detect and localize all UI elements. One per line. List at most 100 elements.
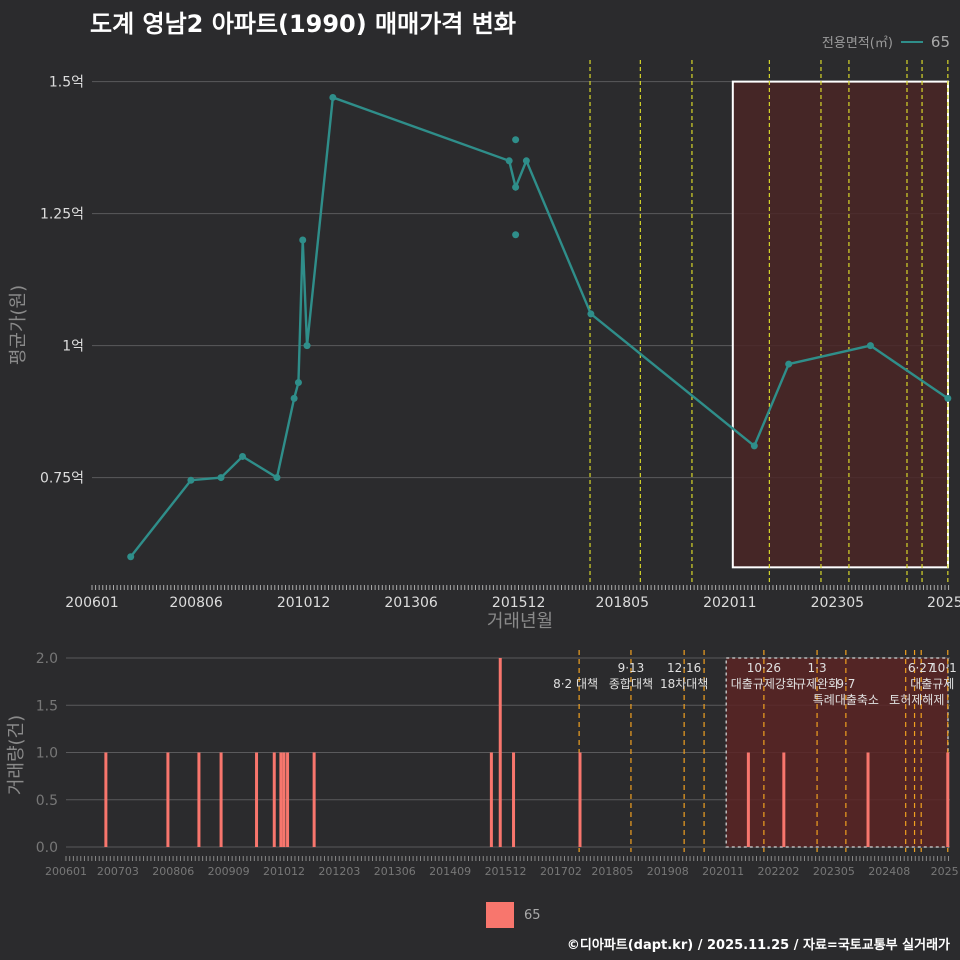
volume-bar <box>197 752 201 847</box>
price-point <box>273 474 281 482</box>
price-point <box>505 157 513 165</box>
bottom-xtick-label: 201409 <box>429 865 471 878</box>
bottom-xtick-label: 202305 <box>813 865 855 878</box>
top-y-axis-title: 평균가(원) <box>8 285 29 365</box>
price-point <box>299 236 307 244</box>
price-point <box>522 157 530 165</box>
price-point <box>329 93 337 101</box>
volume-bar <box>746 752 750 847</box>
policy-annotation: 6·27 <box>908 661 935 675</box>
price-point <box>294 379 302 387</box>
bottom-ytick-label: 0.0 <box>36 840 58 856</box>
price-point <box>587 310 595 318</box>
price-point <box>217 474 225 482</box>
bottom-ytick-label: 0.5 <box>36 793 58 809</box>
bottom-xtick-label: 201012 <box>263 865 305 878</box>
volume-bar <box>782 752 786 847</box>
volume-bar <box>104 752 108 847</box>
volume-bar <box>312 752 316 847</box>
legend-top: 전용면적(㎡) 65 <box>821 32 950 52</box>
policy-annotation: 9·7 <box>836 677 855 691</box>
policy-annotation: 10·1 <box>930 661 957 675</box>
top-ytick-label: 1.5억 <box>49 75 84 91</box>
chart-title: 도계 영남2 아파트(1990) 매매가격 변화 <box>90 10 516 38</box>
top-xtick-label: 202011 <box>703 595 756 611</box>
bottom-ytick-label: 1.0 <box>36 746 58 762</box>
top-xtick-label: 201805 <box>596 595 649 611</box>
volume-bar <box>489 752 493 847</box>
volume-bar <box>282 752 286 847</box>
legend-series-label: 65 <box>930 32 950 51</box>
price-point <box>239 452 247 460</box>
volume-bar <box>166 752 170 847</box>
bottom-xtick-label: 200909 <box>208 865 250 878</box>
policy-annotation: 대출규제강화 <box>731 677 797 691</box>
top-xtick-label: 200806 <box>169 595 223 611</box>
policy-annotation: 9·13 <box>618 661 645 675</box>
bottom-xtick-label: 200601 <box>45 865 87 878</box>
price-line <box>129 95 949 558</box>
footer-credit: ©디아파트(dapt.kr) / 2025.11.25 / 자료=국토교통부 실… <box>566 938 950 953</box>
top-xtick-label: 200601 <box>65 595 118 611</box>
top-ytick-label: 1억 <box>62 339 84 355</box>
bottom-xtick-label: 202408 <box>868 865 910 878</box>
bottom-xtick-label: 202011 <box>702 865 744 878</box>
top-xtick-label: 202305 <box>811 595 864 611</box>
bottom-ytick-label: 1.5 <box>36 698 58 714</box>
volume-bar <box>272 752 276 847</box>
policy-annotation: 대출규제 <box>910 677 954 691</box>
price-point <box>187 476 195 484</box>
legend-title: 전용면적(㎡) <box>821 36 893 51</box>
bottom-y-axis-title: 거래량(건) <box>6 715 27 795</box>
top-xtick-label: 201012 <box>277 595 330 611</box>
bottom-xtick-label: 2025 <box>931 865 959 878</box>
price-point <box>512 183 520 191</box>
bottom-xtick-label: 200806 <box>152 865 194 878</box>
bottom-highlight-box <box>725 657 949 848</box>
legend-bottom: 65 <box>486 902 541 928</box>
policy-annotation: 18차대책 <box>660 676 708 691</box>
volume-bar <box>219 752 223 847</box>
volume-bar <box>498 658 502 847</box>
policy-annotation: 8·2 대책 <box>553 676 598 691</box>
policy-annotation: 종합대책 <box>609 676 653 691</box>
top-highlight-box <box>731 80 949 569</box>
policy-annotation: 1·3 <box>808 661 827 675</box>
top-xtick-label: 2025 <box>927 595 960 611</box>
price-point-extra <box>512 231 520 239</box>
top-ytick-label: 0.75억 <box>40 471 84 487</box>
bottom-xtick-label: 201306 <box>374 865 416 878</box>
bottom-xtick-label: 201702 <box>540 865 582 878</box>
bottom-xtick-label: 201203 <box>318 865 360 878</box>
price-point <box>303 342 311 350</box>
bottom-xtick-label: 201512 <box>485 865 527 878</box>
top-xtick-label: 201306 <box>384 595 438 611</box>
policy-annotation: 특례대출축소 <box>813 693 879 707</box>
top-ytick-label: 1.25억 <box>40 207 84 223</box>
volume-bar <box>512 752 516 847</box>
policy-annotation: 12·16 <box>667 661 701 675</box>
bottom-xtick-label: 201908 <box>647 865 689 878</box>
policy-annotation: 토허제해제 <box>889 693 944 707</box>
legend-bar-swatch <box>486 902 514 928</box>
volume-bar <box>866 752 870 847</box>
price-point <box>944 394 952 402</box>
top-xtick-label: 201512 <box>492 595 545 611</box>
bottom-xtick-label: 201805 <box>591 865 633 878</box>
price-point-extra <box>512 136 520 144</box>
price-point <box>290 394 298 402</box>
bottom-ytick-label: 2.0 <box>36 651 58 667</box>
volume-bar <box>946 752 950 847</box>
legend-bar-label: 65 <box>524 907 541 923</box>
volume-bar <box>279 752 283 847</box>
policy-annotation: 10·26 <box>747 661 781 675</box>
bottom-xtick-label: 200703 <box>97 865 139 878</box>
price-point <box>127 553 135 561</box>
price-point <box>750 442 758 450</box>
policy-annotation: 규제완화 <box>795 677 839 691</box>
price-point <box>866 342 874 350</box>
volume-bar <box>255 752 259 847</box>
volume-bar <box>578 752 582 847</box>
price-point <box>785 360 793 368</box>
